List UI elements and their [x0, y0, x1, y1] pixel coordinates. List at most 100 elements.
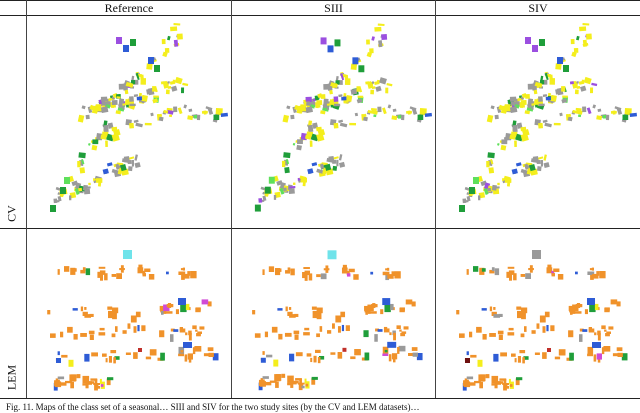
- map-parcel: [160, 352, 165, 361]
- map-parcel: [82, 375, 90, 384]
- map-parcel: [284, 166, 290, 174]
- map-parcel: [312, 122, 319, 129]
- map-parcel: [584, 309, 588, 315]
- map-parcel: [78, 187, 83, 192]
- map-parcel: [316, 126, 322, 132]
- map-parcel: [220, 112, 229, 118]
- map-parcel: [100, 96, 108, 102]
- map-parcel: [498, 313, 503, 317]
- map-parcel: [387, 341, 397, 348]
- map-parcel: [154, 65, 160, 72]
- map-cv-siii: [233, 17, 434, 227]
- map-parcel: [554, 356, 561, 360]
- map-parcel: [411, 107, 418, 115]
- map-parcel: [500, 352, 507, 357]
- map-parcel: [312, 310, 320, 319]
- map-parcel: [161, 39, 166, 45]
- map-parcel: [274, 268, 281, 276]
- map-parcel: [500, 144, 507, 151]
- map-parcel: [185, 332, 188, 336]
- map-parcel: [332, 165, 338, 171]
- map-parcel: [497, 142, 500, 146]
- map-parcel: [196, 114, 201, 121]
- map-parcel: [98, 266, 106, 269]
- map-parcel: [95, 178, 103, 183]
- map-parcel: [135, 72, 140, 81]
- map-parcel: [487, 187, 492, 192]
- map-parcel: [177, 107, 183, 115]
- map-parcel: [123, 45, 129, 52]
- map-parcel: [568, 330, 574, 338]
- map-parcel: [180, 304, 187, 313]
- map-parcel: [275, 374, 282, 381]
- map-parcel: [262, 195, 267, 201]
- map-parcel: [292, 182, 296, 185]
- map-parcel: [489, 306, 493, 312]
- map-parcel: [57, 192, 61, 195]
- map-parcel: [125, 81, 134, 88]
- map-parcel: [591, 267, 594, 271]
- map-parcel: [327, 45, 334, 53]
- map-parcel: [501, 139, 508, 145]
- map-parcel: [201, 299, 209, 305]
- map-parcel: [265, 381, 272, 386]
- map-parcel: [381, 33, 388, 40]
- map-parcel: [605, 333, 610, 337]
- map-parcel: [108, 310, 115, 319]
- map-parcel: [352, 57, 359, 65]
- map-parcel: [622, 114, 629, 121]
- map-parcel: [524, 163, 529, 170]
- map-parcel: [290, 268, 295, 276]
- map-parcel: [130, 39, 136, 46]
- map-parcel: [464, 378, 468, 382]
- column-divider-1: [231, 0, 232, 398]
- map-parcel: [173, 106, 178, 113]
- map-parcel: [517, 310, 524, 319]
- map-parcel: [543, 162, 550, 169]
- map-parcel: [316, 333, 320, 338]
- map-parcel: [110, 350, 117, 354]
- map-parcel: [194, 346, 202, 352]
- map-parcel: [514, 140, 517, 148]
- map-parcel: [316, 133, 325, 142]
- map-parcel: [508, 270, 515, 275]
- map-parcel: [262, 269, 265, 275]
- map-parcel: [285, 270, 291, 274]
- map-parcel: [602, 114, 607, 119]
- map-parcel: [134, 162, 141, 169]
- map-parcel: [503, 378, 507, 384]
- map-parcel: [289, 185, 296, 189]
- map-parcel: [491, 383, 498, 386]
- map-parcel: [542, 119, 548, 123]
- map-lem-siii: [233, 230, 434, 397]
- map-parcel: [525, 273, 531, 279]
- map-parcel: [412, 352, 418, 357]
- map-parcel: [498, 104, 504, 111]
- map-parcel: [54, 381, 59, 387]
- map-parcel: [507, 266, 515, 269]
- map-parcel: [539, 39, 545, 46]
- map-parcel: [310, 357, 313, 363]
- map-parcel: [60, 382, 67, 386]
- map-parcel: [106, 378, 111, 386]
- map-parcel: [334, 39, 341, 47]
- map-parcel: [327, 330, 332, 334]
- map-parcel: [50, 333, 56, 338]
- row-label-lem: LEM: [4, 364, 19, 391]
- map-parcel: [129, 96, 134, 102]
- map-parcel: [520, 333, 525, 338]
- map-parcel: [489, 159, 494, 165]
- map-parcel: [569, 352, 574, 361]
- map-parcel: [342, 347, 347, 352]
- map-parcel: [314, 349, 321, 354]
- column-header-reference: Reference: [104, 1, 154, 15]
- map-parcel: [375, 328, 379, 332]
- map-parcel: [131, 160, 135, 167]
- map-parcel: [597, 108, 602, 112]
- map-parcel: [162, 51, 168, 58]
- map-parcel: [364, 305, 370, 311]
- map-parcel: [304, 327, 310, 331]
- map-parcel: [182, 267, 185, 271]
- map-parcel: [608, 326, 614, 330]
